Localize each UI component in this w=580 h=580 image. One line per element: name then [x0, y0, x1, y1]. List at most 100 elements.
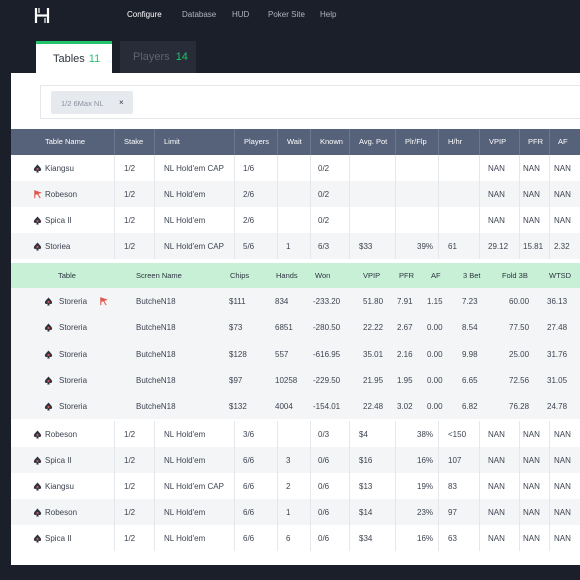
cell-af: NAN	[554, 456, 571, 465]
player-cell-fold3b: 72.56	[509, 376, 530, 385]
player-cell-wtsd: 31.76	[547, 350, 568, 359]
player-cell-screen: ButcheN18	[136, 376, 176, 385]
column-divider	[519, 525, 520, 551]
cell-af: NAN	[554, 430, 571, 439]
cell-plr-flp: 39%	[417, 242, 434, 251]
player-cell-table: Storeria	[59, 376, 88, 385]
cell-limit: NL Hold'em	[164, 430, 206, 439]
tab-players-count: 14	[175, 51, 188, 63]
column-divider	[549, 447, 550, 473]
table-row[interactable]: Storiea 1/2 NL Hold'em CAP 5/6 1 6/3 $33 39% 61 2…	[11, 233, 580, 259]
column-divider	[349, 155, 350, 181]
close-icon[interactable]: ×	[119, 98, 124, 107]
player-row[interactable]: Storeria ButcheN18 $111 834 -233.20 51.80 7.91…	[11, 288, 580, 314]
cell-plr-flp: 19%	[417, 482, 434, 491]
column-header-vpip[interactable]: VPIP	[489, 137, 507, 146]
tab-tables[interactable]: Tables 11	[36, 41, 112, 74]
table-row[interactable]: Kiangsu 1/2 NL Hold'em CAP 6/6 2 0/6 $13 19% 83 N…	[11, 473, 580, 499]
column-header-af[interactable]: AF	[558, 137, 568, 146]
subheader-af[interactable]: AF	[431, 271, 441, 280]
filter-chip-label: 1/2 6Max NL	[61, 99, 104, 108]
column-divider	[234, 421, 235, 447]
column-header-stake[interactable]: Stake	[124, 137, 144, 146]
column-divider	[395, 155, 396, 181]
cell-pfr: NAN	[523, 430, 540, 439]
player-cell-bet3: 9.98	[462, 350, 478, 359]
player-row[interactable]: Storeria ButcheN18 $128 557 -616.95 35.01 2.16…	[11, 341, 580, 367]
cell-name: Robeson	[45, 508, 78, 517]
subheader-3-bet[interactable]: 3 Bet	[463, 271, 481, 280]
column-divider	[277, 525, 278, 551]
column-header-limit[interactable]: Limit	[164, 137, 180, 146]
player-cell-vpip: 22.22	[363, 323, 384, 332]
player-row[interactable]: Storeria ButcheN18 $73 6851 -280.50 22.22 2.67…	[11, 314, 580, 341]
subheader-chips[interactable]: Chips	[230, 271, 250, 280]
cell-name: Storiea	[45, 242, 71, 251]
column-divider	[519, 233, 520, 259]
player-cell-screen: ButcheN18	[136, 350, 176, 359]
app-logo-icon[interactable]	[34, 7, 50, 24]
nav-hud[interactable]: HUD	[232, 10, 250, 19]
cell-hhr: 63	[448, 534, 457, 543]
nav-database[interactable]: Database	[182, 10, 217, 19]
column-divider	[349, 421, 350, 447]
column-divider	[114, 421, 115, 447]
cell-players: 2/6	[243, 216, 255, 225]
filter-input[interactable]: 1/2 6Max NL ×	[40, 85, 580, 119]
column-divider	[549, 181, 550, 207]
column-header-players[interactable]: Players	[244, 137, 270, 146]
player-cell-bet3: 6.65	[462, 376, 478, 385]
column-divider	[549, 525, 550, 551]
table-row[interactable]: Kiangsu 1/2 NL Hold'em CAP 1/6 0/2 NAN NAN NAN	[11, 155, 580, 181]
player-cell-wtsd: 36.13	[547, 297, 568, 306]
cell-vpip: NAN	[488, 216, 505, 225]
column-divider	[310, 207, 311, 233]
nav-poker-site[interactable]: Poker Site	[268, 10, 305, 19]
column-divider	[395, 499, 396, 525]
column-divider	[234, 447, 235, 473]
cell-pfr: NAN	[523, 534, 540, 543]
subheader-table[interactable]: Table	[58, 271, 76, 280]
nav-configure[interactable]: Configure	[127, 10, 162, 19]
spade-icon	[33, 164, 42, 173]
tab-players[interactable]: Players 14	[120, 41, 196, 74]
column-divider	[234, 207, 235, 233]
cell-players: 5/6	[243, 242, 255, 251]
cell-af: NAN	[554, 482, 571, 491]
subheader-fold-3b[interactable]: Fold 3B	[502, 271, 528, 280]
player-cell-bet3: 8.54	[462, 323, 478, 332]
table-row[interactable]: Spica II 1/2 NL Hold'em 6/6 6 0/6 $34 16% 63 NAN N…	[11, 525, 580, 551]
column-divider	[479, 447, 480, 473]
column-header-avg-pot[interactable]: Avg. Pot	[359, 137, 388, 146]
subheader-screen-name[interactable]: Screen Name	[136, 271, 182, 280]
table-row[interactable]: Spica II 1/2 NL Hold'em 2/6 0/2 NAN NAN NAN	[11, 207, 580, 233]
table-row[interactable]: Robeson 1/2 NL Hold'em 2/6 0/2 NAN NAN NAN	[11, 181, 580, 207]
subheader-vpip[interactable]: VPIP	[363, 271, 381, 280]
column-divider	[349, 525, 350, 551]
table-row[interactable]: Spica II 1/2 NL Hold'em 6/6 3 0/6 $16 16% 107 NAN…	[11, 447, 580, 473]
player-row[interactable]: Storeria ButcheN18 $132 4004 -154.01 22.48 3.0…	[11, 393, 580, 419]
subheader-wtsd[interactable]: WTSD	[549, 271, 572, 280]
table-row[interactable]: Robeson 1/2 NL Hold'em 6/6 1 0/6 $14 23% 97 NAN NA…	[11, 499, 580, 525]
column-header-wait[interactable]: Wait	[287, 137, 302, 146]
table-row[interactable]: Robeson 1/2 NL Hold'em 3/6 0/3 $4 38% <150 NAN NA…	[11, 421, 580, 447]
column-divider	[395, 181, 396, 207]
cell-limit: NL Hold'em	[164, 534, 206, 543]
nav-help[interactable]: Help	[320, 10, 337, 19]
column-divider	[154, 499, 155, 525]
subheader-hands[interactable]: Hands	[276, 271, 298, 280]
player-cell-vpip: 51.80	[363, 297, 384, 306]
player-row[interactable]: Storeria ButcheN18 $97 10258 -229.50 21.95 1.9…	[11, 367, 580, 393]
column-header-known[interactable]: Known	[320, 137, 343, 146]
column-header-plr-flp[interactable]: Plr/Flp	[405, 137, 427, 146]
column-divider	[349, 181, 350, 207]
column-header-table-name[interactable]: Table Name	[45, 137, 86, 146]
subheader-pfr[interactable]: PFR	[399, 271, 414, 280]
cell-stake: 1/2	[124, 190, 136, 199]
cell-stake: 1/2	[124, 430, 136, 439]
cell-stake: 1/2	[124, 456, 136, 465]
column-header-pfr[interactable]: PFR	[528, 137, 543, 146]
column-header-h-hr[interactable]: H/hr	[448, 137, 463, 146]
subheader-won[interactable]: Won	[315, 271, 331, 280]
spade-icon	[33, 456, 42, 465]
